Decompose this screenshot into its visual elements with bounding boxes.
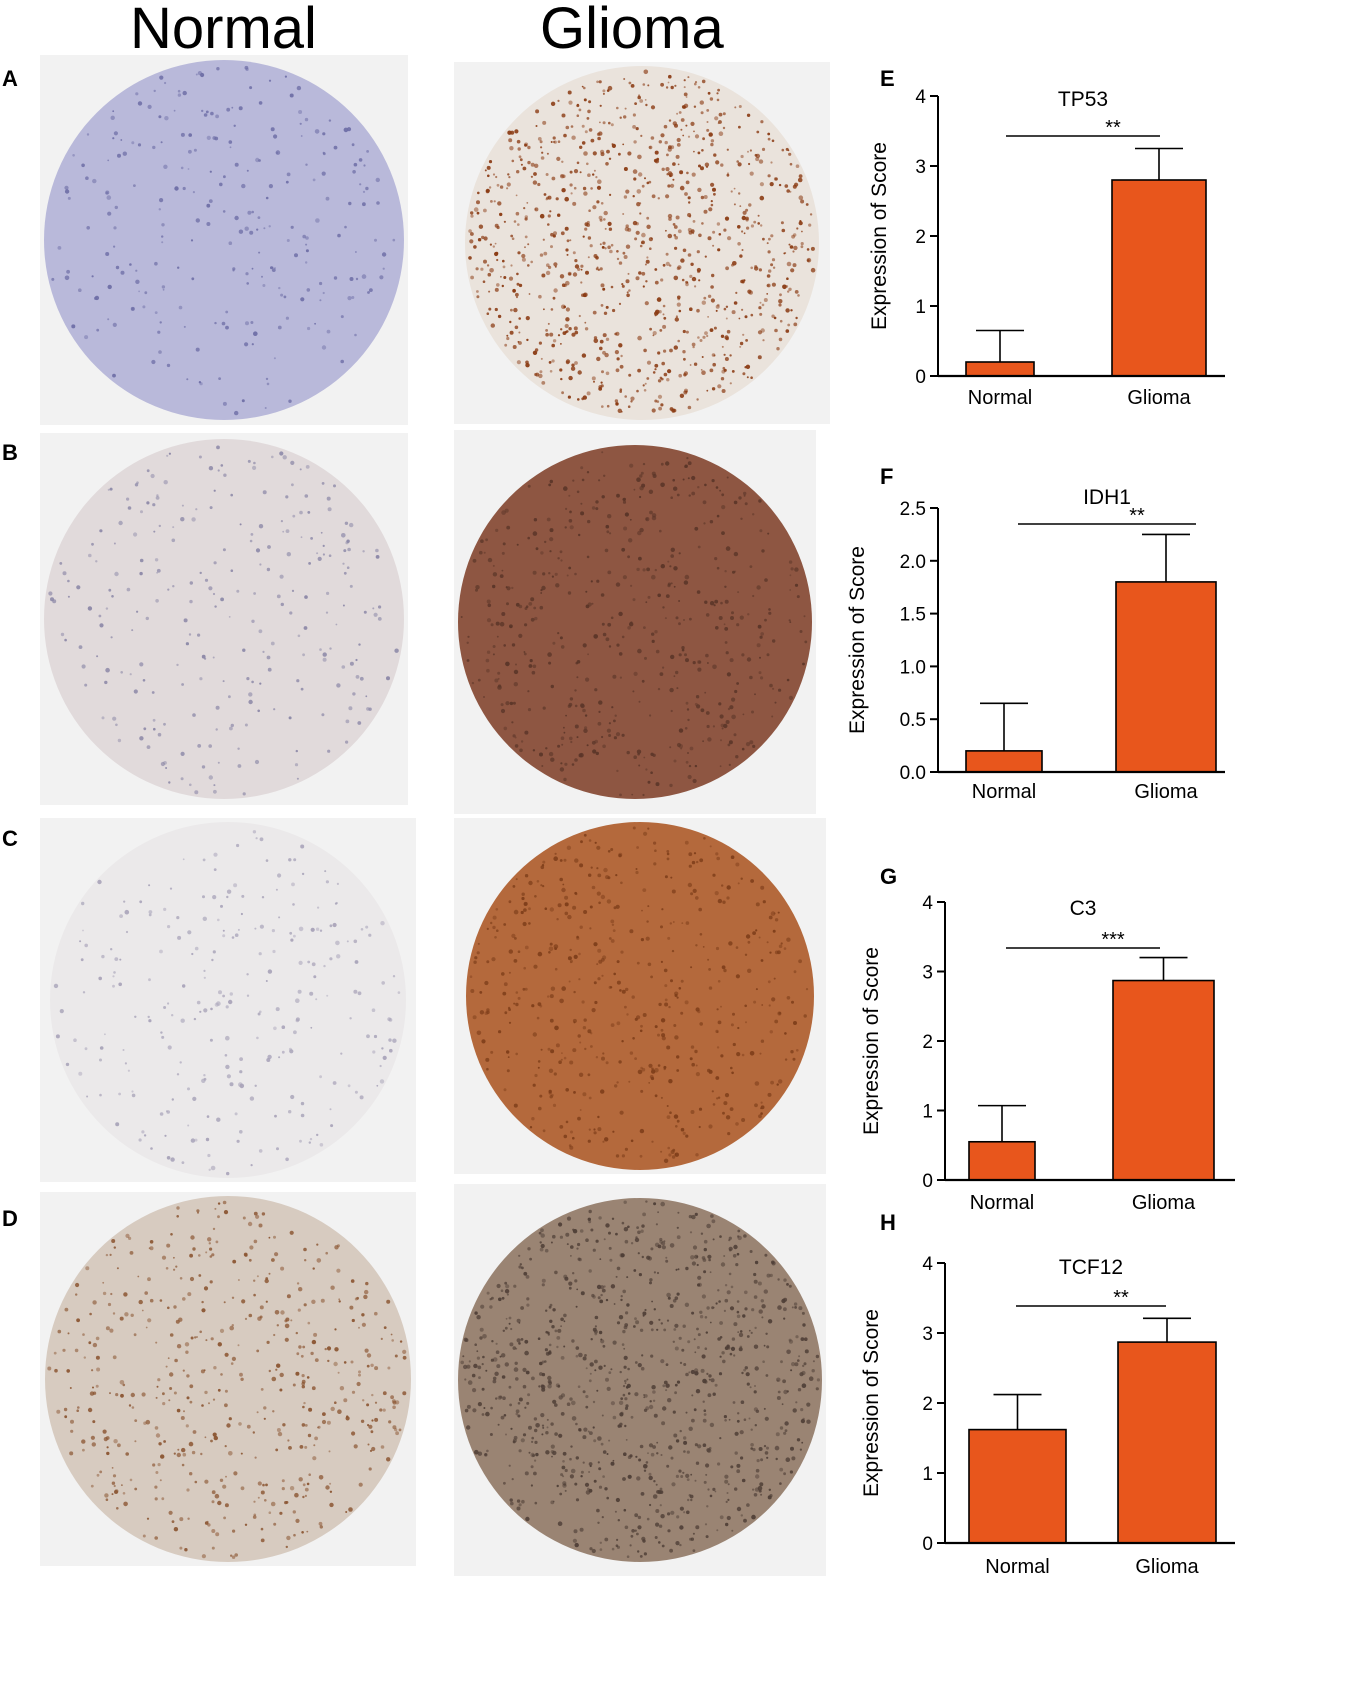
y-tick-label: 3 bbox=[922, 1324, 933, 1345]
panel-letter-f: F bbox=[880, 464, 894, 489]
micrograph-b-normal bbox=[40, 433, 408, 805]
micrograph-c-glioma bbox=[454, 818, 826, 1174]
bar-glioma bbox=[1111, 179, 1207, 377]
nuclei bbox=[468, 69, 816, 413]
nuclei bbox=[469, 826, 809, 1163]
x-tick-label: Glioma bbox=[1127, 387, 1191, 409]
nuclei bbox=[460, 451, 808, 797]
y-axis-label: Expression of Score bbox=[860, 947, 883, 1135]
bar-normal bbox=[968, 1428, 1067, 1544]
bar-glioma bbox=[1115, 581, 1217, 773]
panel-letter-d: D bbox=[2, 1206, 18, 1231]
micrograph-d-glioma bbox=[454, 1184, 826, 1576]
panel-letter-g: G bbox=[880, 864, 898, 889]
micrograph-b-glioma bbox=[454, 430, 816, 814]
bar-glioma bbox=[1112, 979, 1215, 1181]
nuclei bbox=[48, 445, 399, 796]
tissue-core bbox=[50, 822, 406, 1178]
y-tick-label: 3 bbox=[915, 157, 926, 178]
nuclei bbox=[51, 65, 396, 416]
x-tick-label: Glioma bbox=[1134, 781, 1198, 803]
tissue-core bbox=[466, 822, 814, 1170]
y-tick-label: 4 bbox=[922, 1254, 933, 1275]
bar-normal bbox=[968, 1140, 1036, 1181]
tissue-core bbox=[458, 1198, 822, 1562]
y-tick-label: 3 bbox=[922, 963, 933, 984]
chart-title: TP53 bbox=[1058, 88, 1108, 111]
y-axis-label: Expression of Score bbox=[846, 546, 869, 734]
micrograph-a-glioma bbox=[454, 62, 830, 424]
micrograph-c-normal bbox=[40, 818, 416, 1182]
y-axis-label: Expression of Score bbox=[868, 142, 891, 330]
y-tick-label: 4 bbox=[915, 87, 926, 108]
micrograph-d-normal bbox=[40, 1192, 416, 1566]
significance-marker: ** bbox=[1113, 1287, 1129, 1309]
x-tick-label: Normal bbox=[985, 1556, 1049, 1578]
panel-letter-e: E bbox=[880, 66, 895, 91]
y-tick-label: 1 bbox=[922, 1102, 933, 1123]
panel-letter-h: H bbox=[880, 1210, 896, 1235]
y-tick-label: 1.0 bbox=[900, 657, 926, 678]
y-tick-label: 2 bbox=[922, 1032, 933, 1053]
x-tick-label: Glioma bbox=[1132, 1192, 1196, 1214]
tissue-core bbox=[45, 1196, 411, 1562]
tissue-core bbox=[44, 439, 404, 799]
tissue-core bbox=[44, 60, 404, 420]
x-tick-label: Normal bbox=[970, 1192, 1034, 1214]
micrograph-a-normal bbox=[40, 55, 408, 425]
y-tick-label: 2.0 bbox=[900, 552, 926, 573]
y-tick-label: 2.5 bbox=[900, 499, 926, 520]
significance-marker: *** bbox=[1101, 929, 1125, 951]
y-tick-label: 1.5 bbox=[900, 605, 926, 626]
chart-title: C3 bbox=[1070, 897, 1097, 920]
bar-glioma bbox=[1117, 1341, 1217, 1544]
significance-marker: ** bbox=[1129, 505, 1145, 527]
significance-marker: ** bbox=[1105, 117, 1121, 139]
y-tick-label: 0.0 bbox=[900, 763, 926, 784]
y-tick-label: 2 bbox=[915, 227, 926, 248]
column-header-glioma: Glioma bbox=[540, 0, 724, 61]
y-axis-label: Expression of Score bbox=[860, 1309, 883, 1497]
x-tick-label: Glioma bbox=[1135, 1556, 1199, 1578]
y-tick-label: 1 bbox=[915, 297, 926, 318]
nuclei bbox=[460, 1200, 820, 1558]
column-header-normal: Normal bbox=[130, 0, 317, 61]
y-tick-label: 2 bbox=[922, 1394, 933, 1415]
y-tick-label: 0 bbox=[922, 1534, 933, 1555]
y-tick-label: 0 bbox=[922, 1171, 933, 1192]
y-tick-label: 0 bbox=[915, 367, 926, 388]
panel-letter-c: C bbox=[2, 826, 18, 851]
x-tick-label: Normal bbox=[968, 387, 1032, 409]
y-tick-label: 4 bbox=[922, 893, 933, 914]
nuclei bbox=[47, 1200, 407, 1559]
y-tick-label: 1 bbox=[922, 1464, 933, 1485]
x-tick-label: Normal bbox=[972, 781, 1036, 803]
nuclei bbox=[53, 830, 401, 1176]
y-tick-label: 0.5 bbox=[900, 710, 926, 731]
panel-letter-a: A bbox=[2, 66, 18, 91]
chart-title: TCF12 bbox=[1059, 1256, 1123, 1279]
panel-letter-b: B bbox=[2, 440, 18, 465]
chart-title: IDH1 bbox=[1083, 486, 1131, 509]
